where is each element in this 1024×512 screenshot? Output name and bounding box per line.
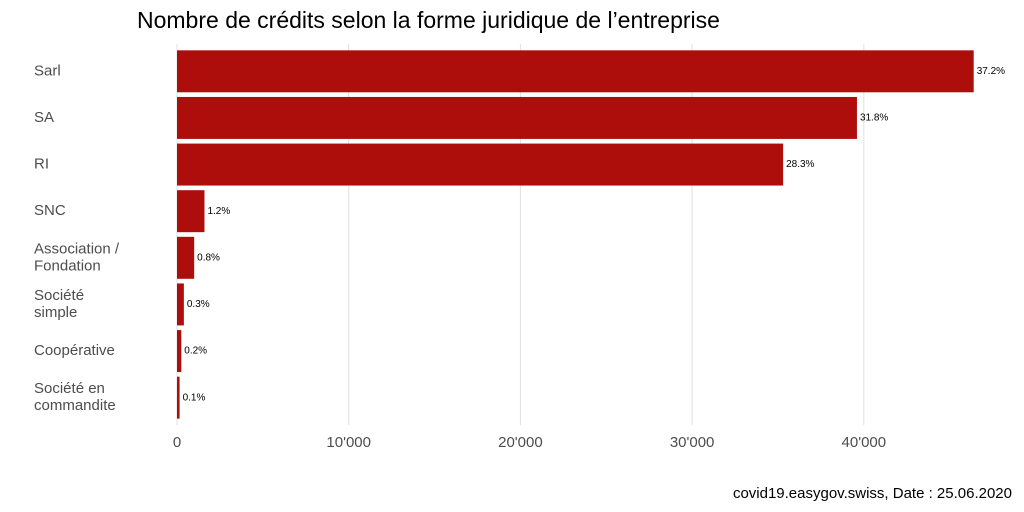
chart-title: Nombre de crédits selon la forme juridiq… xyxy=(137,7,720,33)
caption: covid19.easygov.swiss, Date : 25.06.2020 xyxy=(733,485,1012,502)
x-tick-label: 10'000 xyxy=(326,434,371,451)
bar xyxy=(177,236,195,279)
bar xyxy=(177,330,182,373)
y-tick-label: Coopérative xyxy=(34,342,115,359)
value-label: 28.3% xyxy=(786,159,814,170)
value-label: 0.1% xyxy=(183,392,206,403)
y-tick-label: RI xyxy=(34,156,49,173)
x-tick-label: 40'000 xyxy=(842,434,887,451)
value-label: 0.8% xyxy=(197,252,220,263)
y-tick-label: Société simple xyxy=(34,287,84,321)
value-label: 37.2% xyxy=(977,66,1005,77)
value-label: 0.2% xyxy=(184,346,207,357)
value-label: 31.8% xyxy=(860,113,888,124)
x-tick-label: 30'000 xyxy=(670,434,715,451)
bar xyxy=(177,96,857,139)
bar xyxy=(177,376,180,419)
x-tick-label: 0 xyxy=(173,434,181,451)
y-tick-label: Association / Fondation xyxy=(34,240,120,274)
bar xyxy=(177,143,784,186)
y-tick-label: Société en commandite xyxy=(34,380,116,414)
y-tick-label: SA xyxy=(34,109,54,126)
x-tick-label: 20'000 xyxy=(498,434,543,451)
bar xyxy=(177,50,974,93)
value-label: 1.2% xyxy=(207,206,230,217)
bar xyxy=(177,190,205,233)
value-label: 0.3% xyxy=(187,299,210,310)
y-tick-label: Sarl xyxy=(34,62,61,79)
bar xyxy=(177,283,184,326)
y-tick-label: SNC xyxy=(34,202,66,219)
